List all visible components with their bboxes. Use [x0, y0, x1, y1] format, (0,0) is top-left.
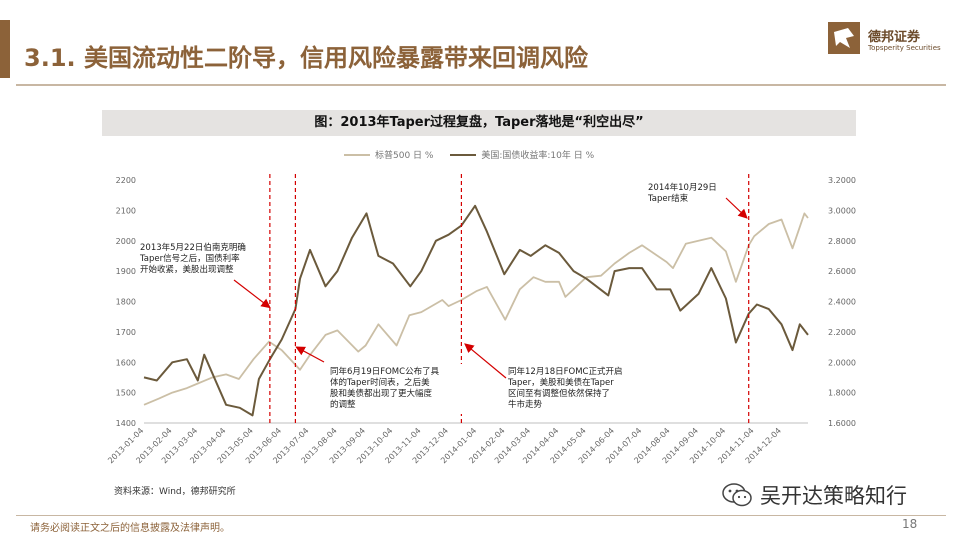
y-left-tick-label: 1900	[116, 267, 136, 276]
y-left-tick-label: 2200	[116, 176, 136, 185]
y-right-tick-label: 3.2000	[828, 176, 856, 185]
annotation-arrow	[295, 346, 325, 363]
watermark-text: 吴开达策略知行	[760, 484, 907, 508]
legend-label-treasury: 美国:国债收益率:10年 日 %	[481, 151, 595, 161]
company-logo: 德邦证券 Topsperity Securities	[828, 22, 948, 62]
annotation-arrow	[725, 197, 748, 219]
annotation-text: 2014年10月29日 Taper结束	[647, 182, 717, 204]
chart-legend: 标普500 日 % 美国:国债收益率:10年 日 %	[344, 148, 608, 162]
y-right-tick-label: 2.8000	[828, 237, 856, 246]
y-left-tick-label: 1500	[116, 389, 136, 398]
treasury-10y-series-line	[143, 204, 809, 417]
page-number: 18	[902, 517, 918, 531]
taper-line-chart: 1400 1500 1600 1700 1800 1900 2000 2100 2200 1.60…	[106, 174, 856, 465]
y-left-tick-label: 1800	[116, 298, 136, 307]
annotation-background	[137, 240, 269, 279]
annotation-text: 同年12月18日FOMC正式开启 Taper，美股和美债在Taper 区间至有调整但…	[507, 366, 622, 410]
y-left-tick-label: 2100	[116, 206, 136, 215]
sp500-series-line	[143, 212, 809, 406]
slide-title: 3.1. 美国流动性二阶导，信用风险暴露带来回调风险	[24, 44, 588, 72]
legend-swatch-treasury	[450, 153, 477, 156]
wechat-icon	[722, 483, 752, 507]
y-right-tick-label: 3.0000	[828, 206, 856, 215]
annotation-background	[645, 180, 725, 208]
y-right-tick-label: 2.0000	[828, 358, 856, 367]
logo-english-name: Topsperity Securities	[868, 44, 941, 52]
chart-source: 资料来源：Wind，德邦研究所	[114, 487, 236, 497]
annotation-background	[505, 364, 637, 414]
legend-item-treasury: 美国:国债收益率:10年 日 %	[450, 148, 594, 161]
annotation-text: 同年6月19日FOMC公布了具体的Taper时间表，之后美股和美债都出现了更大幅…	[330, 366, 440, 410]
y-left-tick-label: 1400	[116, 419, 136, 428]
legend-item-sp500: 标普500 日 %	[344, 148, 433, 161]
y-left-tick-label: 1600	[116, 358, 136, 367]
chart-title: 图：2013年Taper过程复盘，Taper落地是“利空出尽”	[314, 115, 644, 130]
logo-mark-icon	[828, 22, 860, 54]
logo-chinese-name: 德邦证券	[868, 30, 921, 45]
footer-disclaimer: 请务必阅读正文之后的信息披露及法律声明。	[30, 523, 230, 534]
title-divider	[16, 84, 946, 86]
y-right-tick-label: 1.6000	[828, 419, 856, 428]
legend-label-sp500: 标普500 日 %	[375, 151, 434, 161]
y-right-tick-label: 2.6000	[828, 267, 856, 276]
chart-title-band: 图：2013年Taper过程复盘，Taper落地是“利空出尽”	[102, 110, 856, 136]
annotation-background	[327, 364, 467, 414]
y-right-tick-label: 2.4000	[828, 298, 856, 307]
annotation-arrow	[464, 343, 507, 379]
annotation-text: 2013年5月22日伯南克明确 Taper信号之后，国债利率开始收紧，美股出现调整	[139, 242, 246, 275]
annotation-arrow	[233, 279, 271, 309]
y-right-tick-label: 2.2000	[828, 328, 856, 337]
y-right-tick-label: 1.8000	[828, 389, 856, 398]
title-accent-bar	[0, 20, 10, 78]
y-left-tick-label: 2000	[116, 237, 136, 246]
footer-divider	[16, 515, 946, 516]
y-left-tick-label: 1700	[116, 328, 136, 337]
legend-swatch-sp500	[344, 153, 370, 156]
